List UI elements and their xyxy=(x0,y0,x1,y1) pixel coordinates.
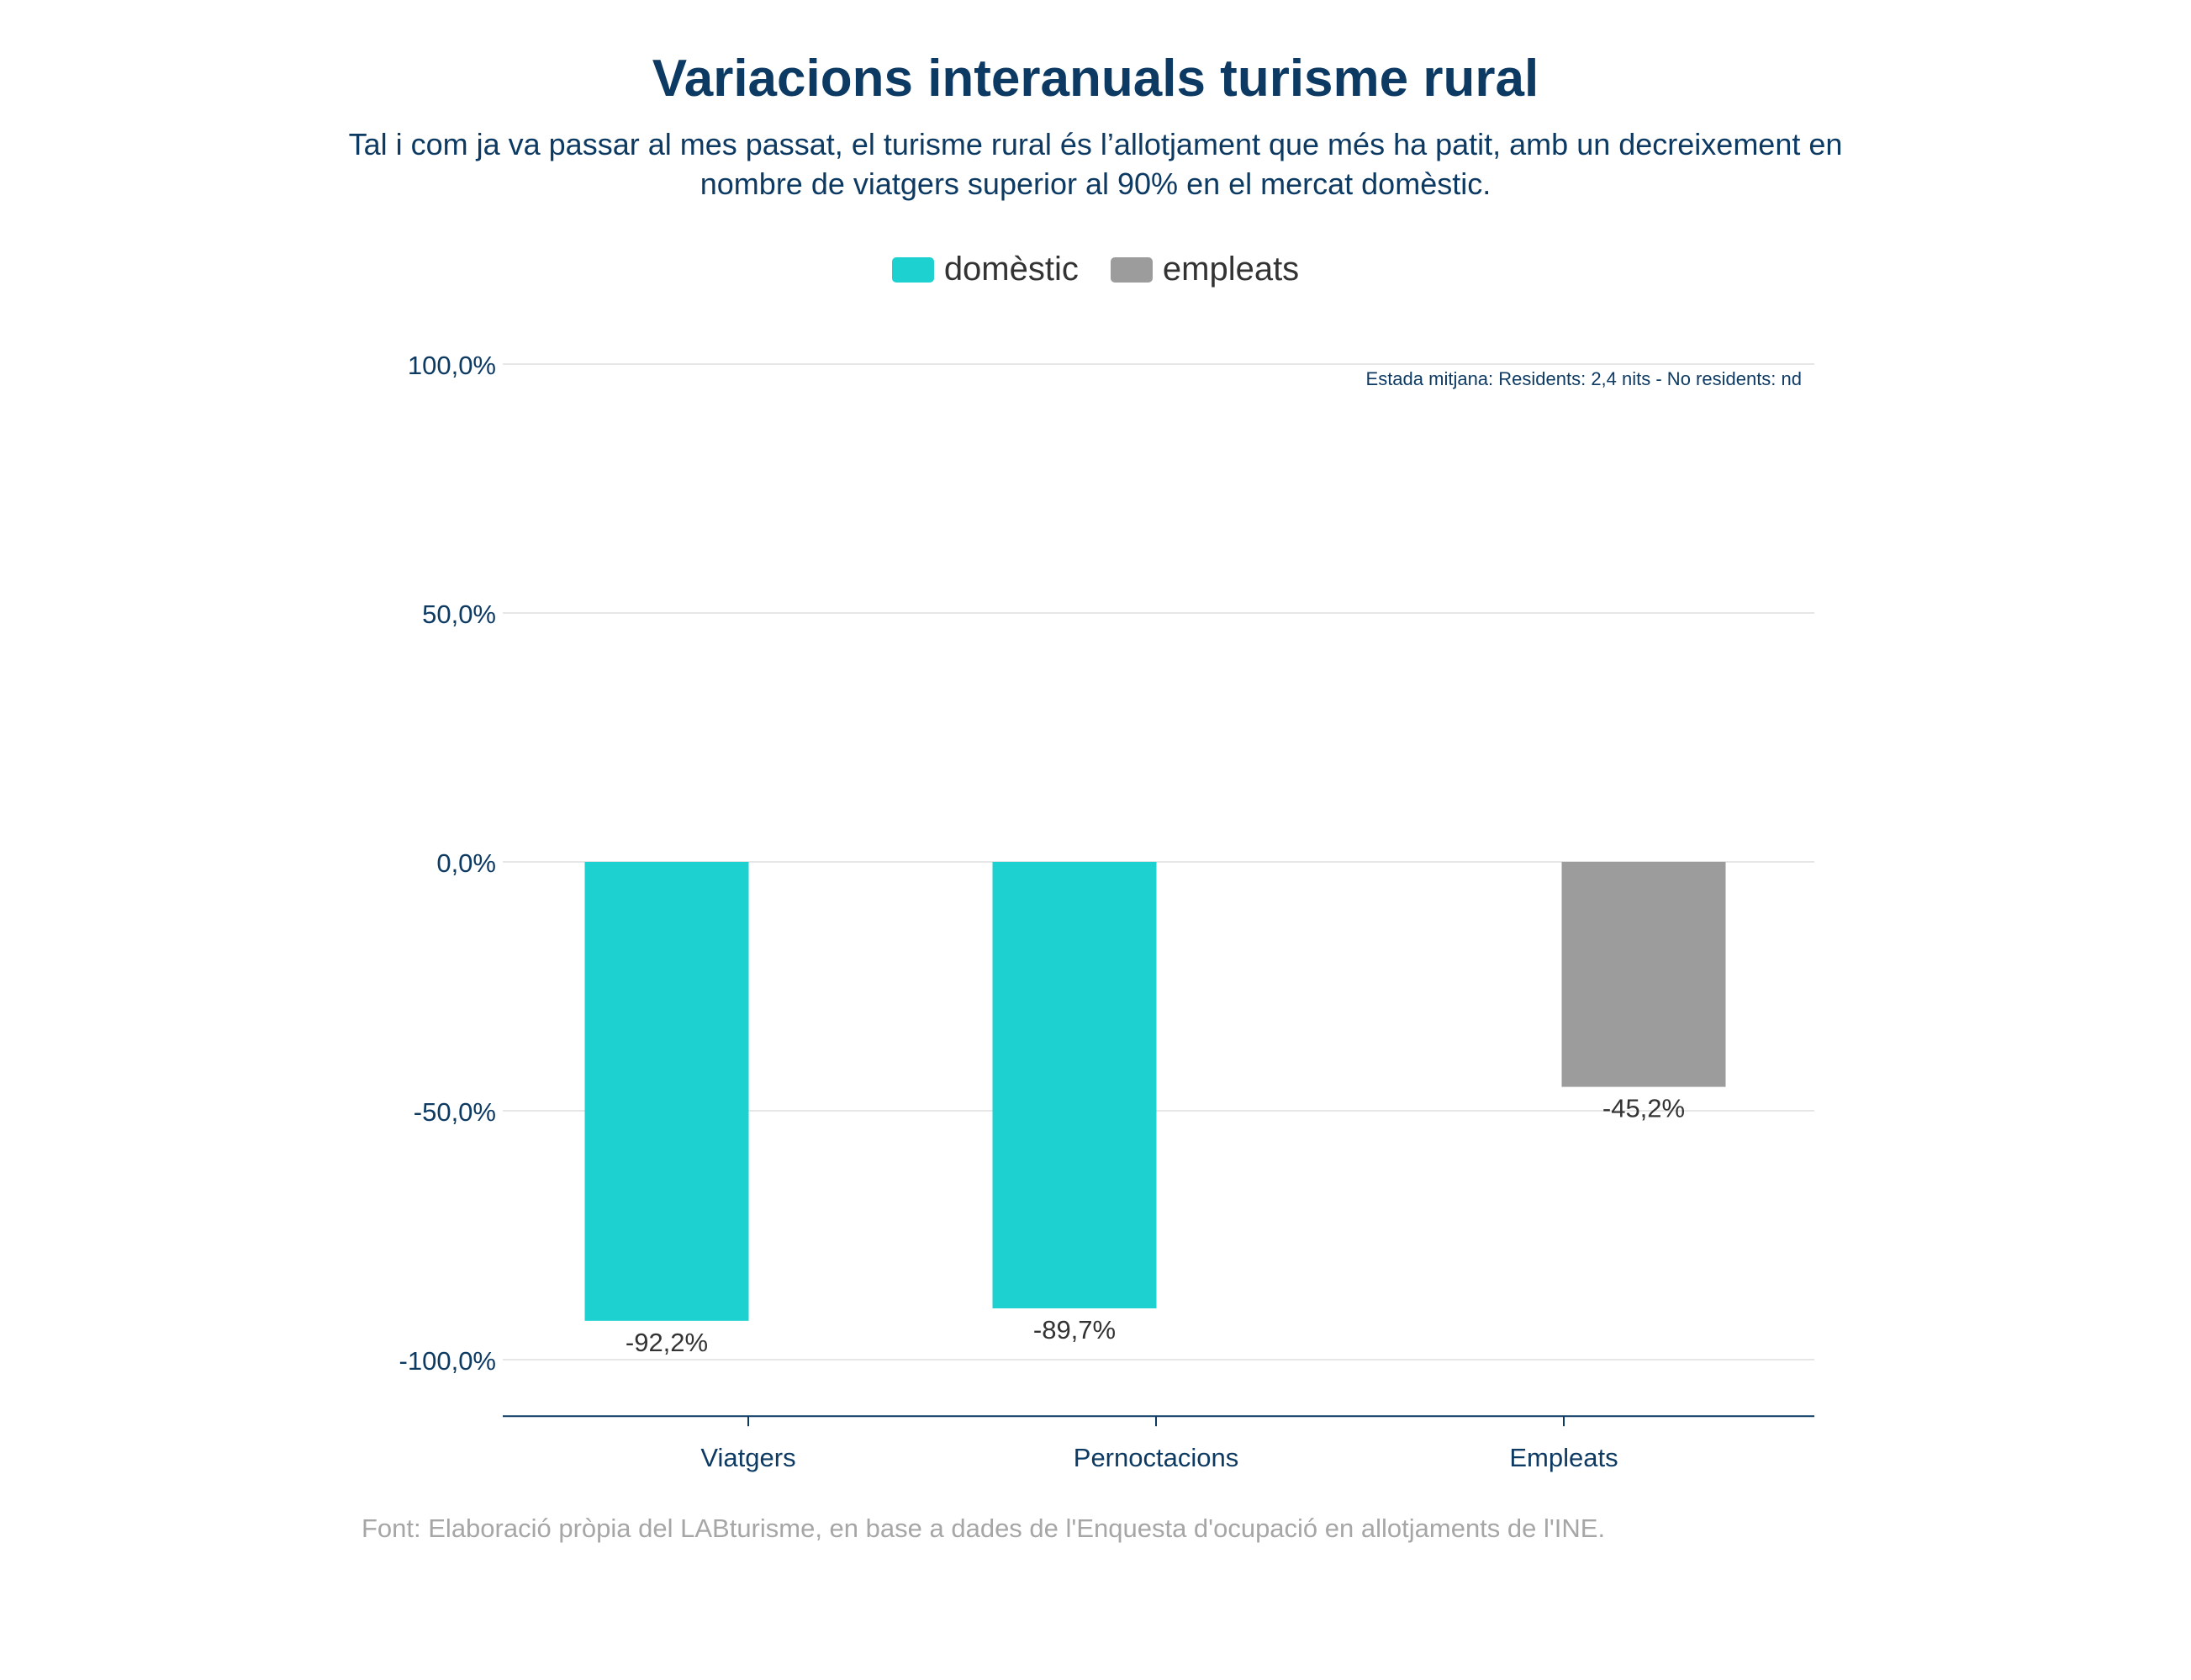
bar-empleats[interactable] xyxy=(1561,862,1726,1087)
y-axis-tick-labels: 100,0% 50,0% 0,0% -50,0% -100,0% xyxy=(399,351,496,1376)
bars xyxy=(584,862,1726,1321)
legend-label-domestic: domèstic xyxy=(943,251,1079,288)
bar-pernoctacions[interactable] xyxy=(992,862,1157,1309)
legend-label-employees: empleats xyxy=(1162,251,1300,288)
x-tick-label-viatgers: Viatgers xyxy=(700,1443,795,1472)
x-axis-ticks: Viatgers Pernoctacions Empleats xyxy=(700,1416,1618,1472)
y-tick-label: 50,0% xyxy=(422,600,496,629)
source-note: Font: Elaboració pròpia del LABturisme, … xyxy=(362,1514,1606,1543)
y-tick-label: -50,0% xyxy=(414,1097,496,1127)
chart-title: Variacions interanuals turisme rural xyxy=(652,50,1539,108)
bar-viatgers[interactable] xyxy=(584,862,749,1321)
y-tick-label: 100,0% xyxy=(408,351,496,380)
x-tick-label-empleats: Empleats xyxy=(1509,1443,1618,1472)
legend-item-domestic[interactable]: domèstic xyxy=(891,251,1079,288)
x-tick-label-pernoctacions: Pernoctacions xyxy=(1074,1443,1238,1472)
y-tick-label: -100,0% xyxy=(399,1346,496,1376)
chart-subtitle: Tal i com ja va passar al mes passat, el… xyxy=(348,127,1843,201)
stay-annotation: Estada mitjana: Residents: 2,4 nits - No… xyxy=(1366,368,1802,389)
legend-swatch-employees xyxy=(1110,256,1153,283)
data-label-pernoctacions: -89,7% xyxy=(1033,1315,1116,1345)
data-label-empleats: -45,2% xyxy=(1602,1094,1685,1123)
legend: domèstic empleats xyxy=(0,251,2191,288)
data-label-viatgers: -92,2% xyxy=(626,1328,708,1357)
data-labels: -92,2% -89,7% -45,2% xyxy=(626,1094,1685,1357)
legend-item-employees[interactable]: empleats xyxy=(1110,251,1300,288)
legend-swatch-domestic xyxy=(891,256,934,283)
y-tick-label: 0,0% xyxy=(436,848,496,878)
